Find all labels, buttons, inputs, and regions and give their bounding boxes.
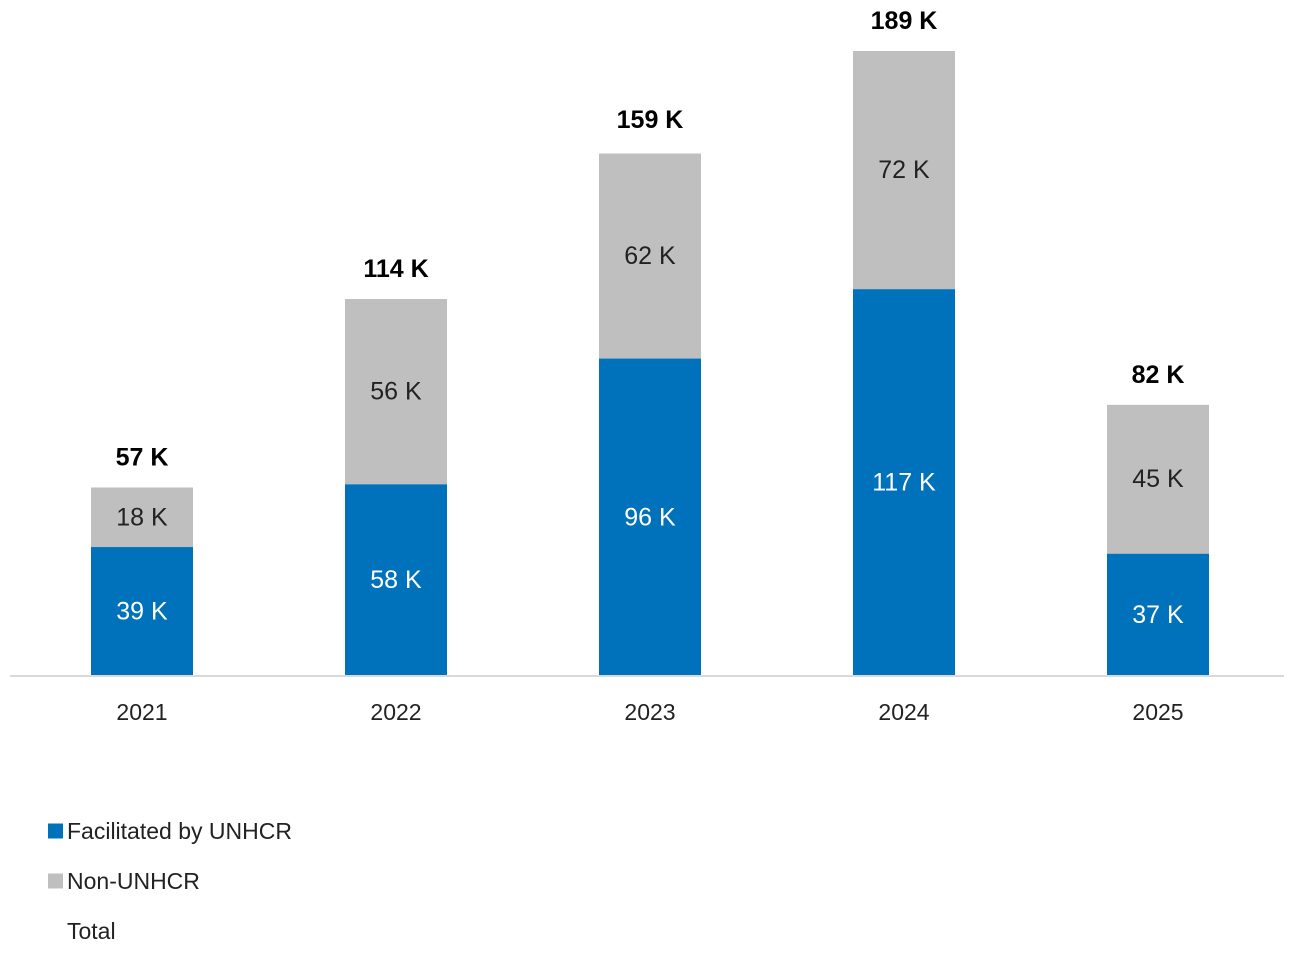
data-label-2021-facilitated: 39 K — [116, 598, 168, 626]
data-label-2025-non-unhcr: 45 K — [1132, 465, 1184, 493]
legend-label-facilitated: Facilitated by UNHCR — [67, 817, 292, 844]
x-tick-label-2022: 2022 — [370, 699, 421, 725]
bar-segment-2024-non-unhcr — [853, 51, 955, 290]
x-tick-label-2023: 2023 — [624, 699, 675, 725]
x-tick-label-2021: 2021 — [116, 699, 167, 725]
x-tick-label-2025: 2025 — [1132, 699, 1183, 725]
bar-segment-2021-non-unhcr — [91, 487, 193, 548]
data-label-2023-facilitated: 96 K — [624, 503, 676, 531]
legend-swatch-non-unhcr — [48, 873, 63, 889]
data-label-2022-non-unhcr: 56 K — [370, 378, 422, 406]
legend: Facilitated by UNHCR Non-UNHCR Total — [48, 806, 648, 956]
stacked-bar-chart: 39 K 18 K 57 K 2021 58 K 56 K 114 K 2022 96 K 62 … — [10, 7, 1284, 725]
data-label-2024-non-unhcr: 72 K — [878, 156, 930, 184]
legend-item-non-unhcr: Non-UNHCR — [48, 856, 648, 906]
legend-item-facilitated: Facilitated by UNHCR — [48, 806, 648, 856]
bar-segment-2025-non-unhcr — [1107, 404, 1209, 554]
legend-label-total: Total — [67, 917, 116, 944]
legend-swatch-facilitated — [48, 823, 63, 839]
legend-item-total: Total — [48, 906, 648, 956]
data-label-2025-facilitated: 37 K — [1132, 601, 1184, 629]
total-label-2022: 114 K — [363, 255, 428, 283]
data-label-2023-non-unhcr: 62 K — [624, 242, 676, 270]
data-label-2022-facilitated: 58 K — [370, 566, 422, 594]
total-label-2024: 189 K — [871, 7, 938, 35]
bar-segment-2023-non-unhcr — [599, 153, 701, 359]
x-tick-label-2024: 2024 — [878, 699, 929, 725]
total-label-2023: 159 K — [617, 106, 684, 134]
legend-label-non-unhcr: Non-UNHCR — [67, 867, 200, 894]
total-label-2025: 82 K — [1132, 361, 1185, 389]
bar-segment-2022-non-unhcr — [345, 299, 447, 485]
chart-svg: 39 K 18 K 57 K 2021 58 K 56 K 114 K 2022 96 K 62 … — [10, 7, 1284, 725]
bar-segment-2023-facilitated — [599, 358, 701, 676]
bar-segment-2024-facilitated — [853, 289, 955, 676]
bar-segment-2025-facilitated — [1107, 553, 1209, 676]
bar-segment-2022-facilitated — [345, 484, 447, 676]
data-label-2021-non-unhcr: 18 K — [116, 503, 168, 531]
data-label-2024-facilitated: 117 K — [872, 469, 936, 497]
total-label-2021: 57 K — [116, 444, 169, 472]
bar-segment-2021-facilitated — [91, 547, 193, 676]
